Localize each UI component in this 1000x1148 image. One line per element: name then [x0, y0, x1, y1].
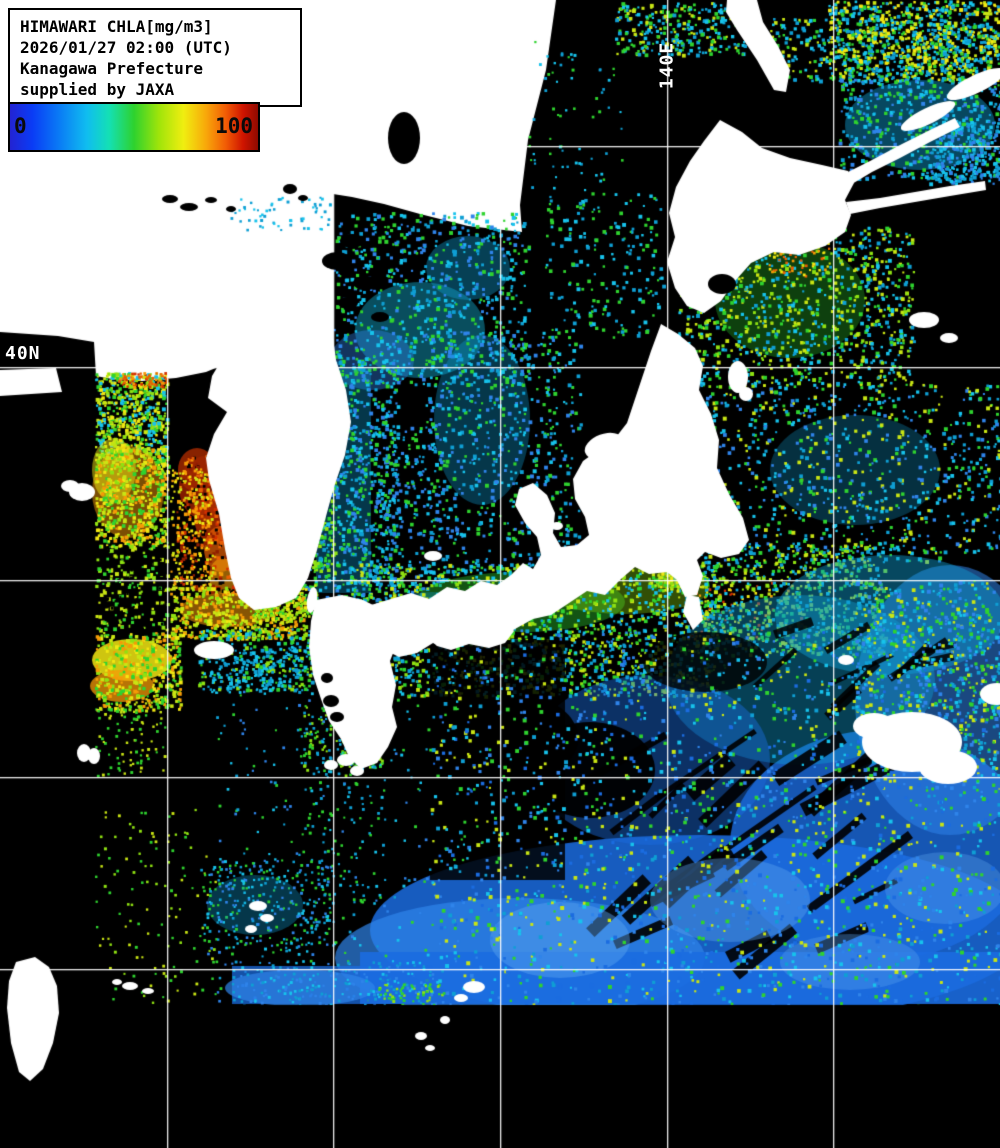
latitude-label-40n: 40N	[5, 343, 41, 364]
longitude-label-140e: 140E	[656, 41, 678, 90]
map-title: HIMAWARI CHLA[mg/m3]	[20, 17, 213, 36]
map-timestamp: 2026/01/27 02:00 (UTC)	[20, 38, 232, 57]
title-box: HIMAWARI CHLA[mg/m3] 2026/01/27 02:00 (U…	[8, 8, 302, 107]
colorbar-min-label: 0	[14, 114, 27, 139]
colorbar-max-label: 100	[215, 114, 253, 139]
colorbar: 0 100	[8, 102, 260, 152]
map-credit: supplied by JAXA	[20, 80, 175, 99]
map-provider: Kanagawa Prefecture	[20, 59, 204, 78]
